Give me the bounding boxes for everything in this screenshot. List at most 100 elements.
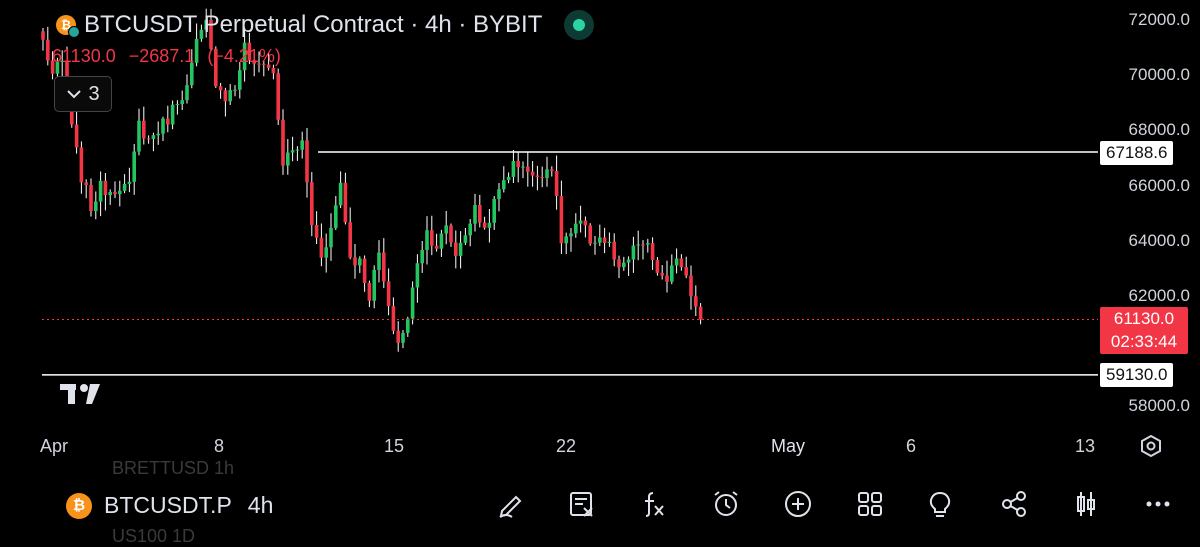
candle-body	[598, 237, 602, 243]
candle-body	[396, 330, 400, 343]
candle-body	[665, 275, 669, 282]
time-axis-label: 15	[384, 436, 405, 456]
candle-body	[607, 241, 612, 244]
fx-icon[interactable]	[636, 486, 672, 522]
candle-body	[487, 222, 492, 228]
current-price-tag: 61130.0	[1100, 307, 1188, 331]
chart-header[interactable]: ₿ BTCUSDT Perpetual Contract · 4h · BYBI…	[56, 10, 595, 40]
candle-body	[209, 19, 213, 49]
candle-body	[142, 120, 146, 139]
candle-body	[655, 260, 660, 273]
candle-body	[348, 222, 352, 258]
candle-body	[593, 242, 597, 244]
candle-body	[46, 39, 50, 61]
candle-body	[156, 133, 160, 136]
chart-plot[interactable]	[0, 0, 1200, 480]
price-axis-label: 66000.0	[1128, 176, 1190, 195]
countdown-tag: 02:33:44	[1100, 330, 1188, 354]
candle-body	[372, 269, 376, 301]
watchlist-ghost-item: BRETTUSD 1h	[112, 458, 235, 478]
indicators-collapse-button[interactable]: 3	[54, 76, 112, 112]
candle-body	[401, 332, 405, 343]
candle-body	[310, 182, 314, 225]
candle-body	[684, 267, 688, 276]
grid-icon[interactable]	[852, 486, 888, 522]
candle-body	[74, 124, 79, 148]
candle-body	[238, 70, 242, 90]
candle-body	[679, 258, 684, 268]
more-icon[interactable]	[1140, 486, 1176, 522]
candle-body	[439, 233, 444, 249]
price-axis-label: 58000.0	[1128, 396, 1190, 415]
candle-body	[689, 275, 693, 297]
candle-body	[449, 225, 453, 243]
btc-coin-icon: ₿	[66, 492, 92, 519]
candle-body	[199, 29, 204, 39]
candle-body	[386, 281, 391, 307]
candle-body	[578, 220, 583, 224]
symbol-selector[interactable]: ₿ BTCUSDT.P 4h	[66, 492, 273, 519]
news-icon[interactable]	[564, 486, 600, 522]
price-axis-label: 62000.0	[1128, 286, 1190, 305]
time-axis-label: May	[771, 436, 806, 456]
timeframe-selector[interactable]: 4h	[247, 492, 274, 518]
candle-body	[242, 42, 247, 71]
candle-body	[382, 252, 386, 282]
candle-body	[636, 244, 640, 246]
candle-body	[698, 306, 703, 320]
candle-body	[420, 249, 424, 264]
candle-body	[79, 147, 84, 183]
share-icon[interactable]	[996, 486, 1032, 522]
candle-body	[574, 223, 578, 234]
chart-settings-icon[interactable]	[1139, 434, 1163, 463]
chart-type-icon[interactable]	[1068, 486, 1104, 522]
candle-body	[444, 225, 448, 234]
horizontal-lines	[42, 151, 1098, 376]
candle-body	[319, 237, 324, 258]
candle-body	[266, 64, 271, 68]
candle-body	[324, 247, 328, 258]
market-status-icon[interactable]	[564, 10, 595, 40]
candle-body	[502, 180, 506, 190]
candle-body	[362, 258, 367, 284]
candle-body	[545, 169, 549, 178]
candle-body	[204, 19, 208, 30]
candle-body	[454, 242, 458, 256]
candle-body	[118, 190, 122, 195]
candle-body	[113, 192, 117, 195]
price-change: −2687.1	[128, 46, 195, 66]
candle-body	[583, 220, 588, 226]
candle-body	[569, 233, 573, 237]
price-change-pct: (−4.21%)	[207, 46, 281, 66]
candle-body	[223, 90, 228, 102]
candle-body	[262, 63, 266, 65]
candle-body	[257, 63, 261, 65]
candle-body	[367, 283, 372, 301]
lower-line-price-tag[interactable]: 59130.0	[1100, 363, 1174, 387]
upper-line-price-tag[interactable]: 67188.6	[1100, 141, 1174, 165]
add-icon[interactable]	[780, 486, 816, 522]
pencil-icon[interactable]	[493, 486, 529, 522]
candle-body	[588, 225, 592, 244]
candle-body	[564, 236, 568, 244]
candle-body	[146, 138, 151, 140]
candle-body	[521, 166, 525, 168]
candle-body	[550, 169, 554, 171]
alarm-icon[interactable]	[708, 486, 744, 522]
candle-body	[334, 205, 338, 228]
candle-body	[622, 262, 626, 268]
candle-body	[41, 31, 45, 40]
candle-body	[617, 259, 621, 268]
symbol-name: BTCUSDT.P	[104, 492, 232, 518]
candle-body	[646, 243, 650, 245]
candle-body	[377, 252, 381, 270]
idea-icon[interactable]	[922, 486, 958, 522]
candle-body	[434, 245, 439, 249]
candle-body	[108, 192, 112, 196]
candle-body	[631, 245, 636, 260]
candle-body	[252, 60, 256, 64]
candle-body	[180, 100, 184, 105]
candle-body	[674, 258, 679, 266]
chart-title: BTCUSDT Perpetual Contract · 4h · BYBIT	[84, 11, 543, 38]
candle-body	[89, 184, 93, 212]
